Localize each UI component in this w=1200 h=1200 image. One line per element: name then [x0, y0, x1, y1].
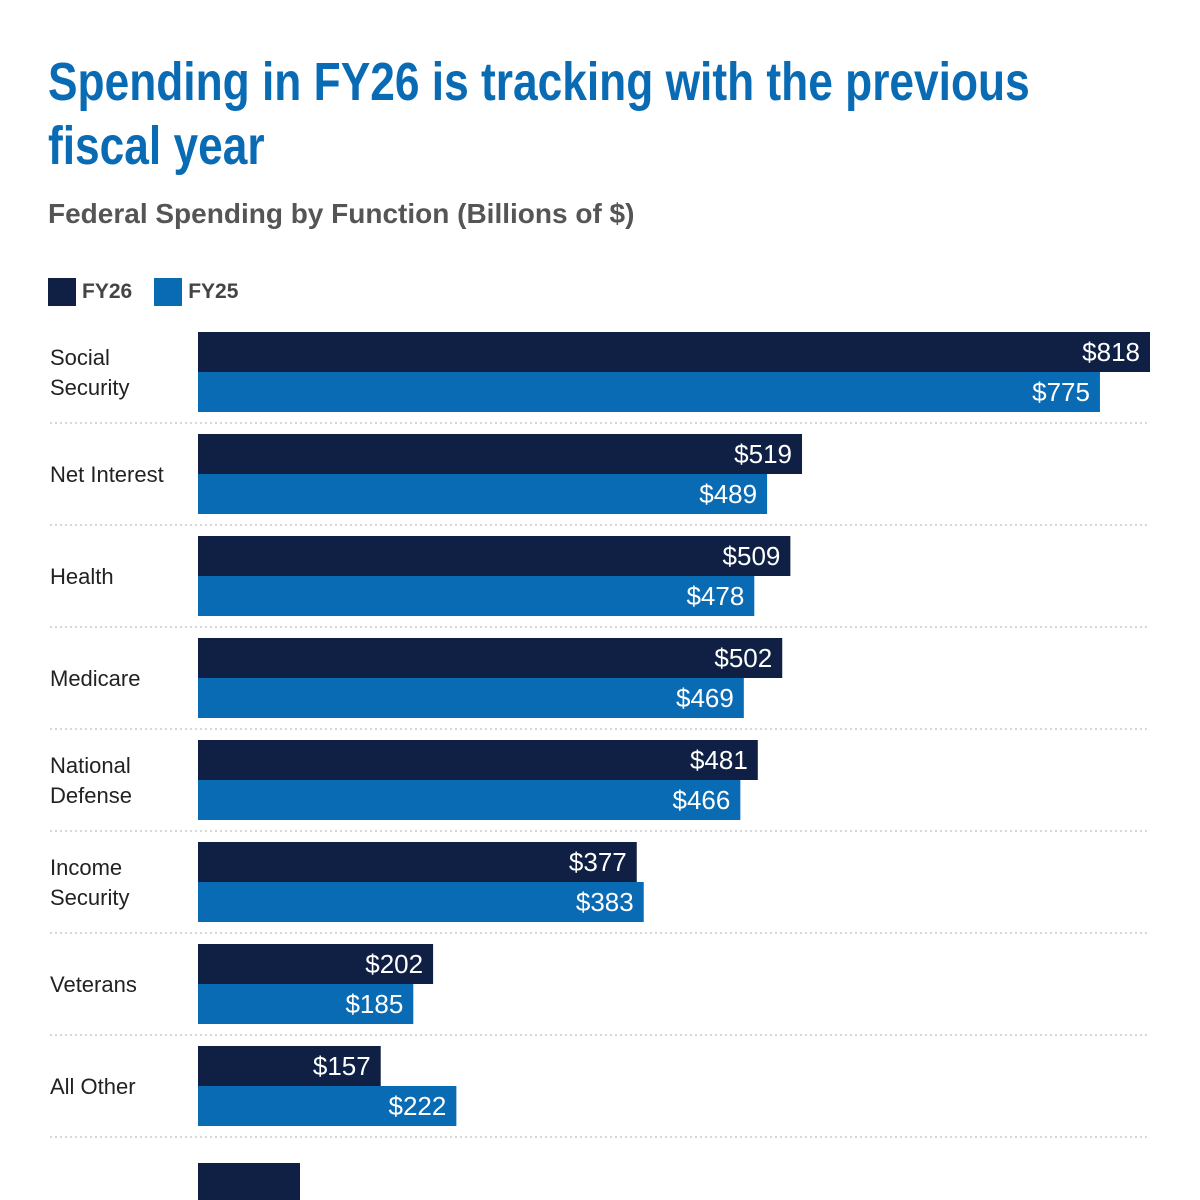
value-label-fy26-veterans: $202 [365, 949, 423, 979]
bar-fy26-national-defense [198, 740, 758, 780]
category-label-line: Medicare [50, 666, 140, 691]
bar-fy26-net-interest [198, 434, 803, 474]
category-label-health: Health [50, 564, 114, 589]
category-label-line: Defense [50, 783, 132, 808]
category-label-line: Income [50, 855, 122, 880]
category-label-line: Net Interest [50, 462, 164, 487]
legend-item-fy26: FY26 [48, 278, 132, 306]
bar-fy26-cropped [198, 1163, 300, 1200]
bar-fy26-all-other [198, 1046, 381, 1086]
category-label-national-defense: National Defense [50, 753, 132, 808]
value-label-fy25-social-security: $775 [1032, 377, 1090, 407]
bar-fy26-income-security [198, 842, 637, 882]
category-label-line: National [50, 753, 131, 778]
value-label-fy25-medicare: $469 [676, 683, 734, 713]
bar-fy26-health [198, 536, 791, 576]
value-label-fy25-income-security: $383 [576, 887, 634, 917]
bar-fy26-veterans [198, 944, 434, 984]
value-label-fy25-health: $478 [686, 581, 744, 611]
category-label-all-other: All Other [50, 1074, 136, 1099]
bar-fy26-social-security [198, 332, 1150, 372]
category-label-social-security: Social Security [50, 345, 129, 400]
value-label-fy26-medicare: $502 [714, 643, 772, 673]
category-label-income-security: Income Security [50, 855, 129, 910]
category-label-line: Veterans [50, 972, 137, 997]
category-label-line: Security [50, 375, 129, 400]
value-label-fy26-income-security: $377 [569, 847, 627, 877]
legend-swatch-fy25 [154, 278, 183, 306]
value-label-fy25-veterans: $185 [345, 989, 403, 1019]
bar-fy25-health [198, 576, 755, 616]
value-label-fy25-net-interest: $489 [699, 479, 757, 509]
category-label-medicare: Medicare [50, 666, 140, 691]
category-label-line: Health [50, 564, 114, 589]
category-label-net-interest: Net Interest [50, 462, 164, 487]
bar-fy25-medicare [198, 678, 744, 718]
bar-fy25-income-security [198, 882, 644, 922]
value-label-fy26-health: $509 [723, 541, 781, 571]
chart-subtitle: Federal Spending by Function (Billions o… [48, 198, 635, 229]
bar-fy25-all-other [198, 1086, 457, 1126]
value-label-fy26-social-security: $818 [1082, 337, 1140, 367]
legend-item-fy25: FY25 [154, 278, 238, 306]
chart-legend: FY26 FY25 [48, 278, 260, 306]
legend-label-fy26: FY26 [82, 280, 133, 303]
chart-title: Spending in FY26 is tracking with the pr… [48, 52, 1030, 176]
value-label-fy26-all-other: $157 [313, 1051, 371, 1081]
category-label-veterans: Veterans [50, 972, 137, 997]
bar-fy25-veterans [198, 984, 414, 1024]
legend-label-fy25: FY25 [188, 280, 239, 303]
bar-fy25-net-interest [198, 474, 768, 514]
bar-fy26-medicare [198, 638, 783, 678]
value-label-fy26-national-defense: $481 [690, 745, 748, 775]
value-label-fy25-all-other: $222 [389, 1091, 447, 1121]
category-label-line: Social [50, 345, 110, 370]
category-label-line: Security [50, 885, 129, 910]
value-label-fy26-net-interest: $519 [734, 439, 792, 469]
bar-fy25-social-security [198, 372, 1100, 412]
legend-swatch-fy26 [48, 278, 76, 306]
bar-fy25-national-defense [198, 780, 741, 820]
value-label-fy25-national-defense: $466 [672, 785, 730, 815]
category-label-line: All Other [50, 1074, 136, 1099]
